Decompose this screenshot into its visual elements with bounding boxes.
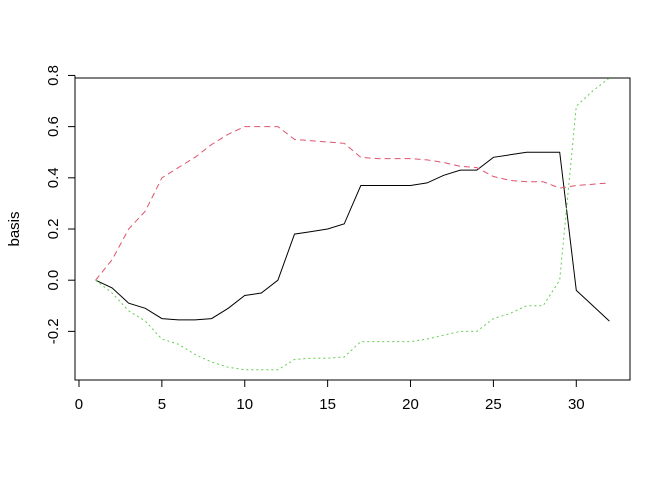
y-tick-label: 0.4: [45, 167, 62, 188]
y-tick-label: 0.2: [45, 219, 62, 240]
x-tick-label: 20: [402, 396, 419, 413]
x-axis: 0 5 10 15 20 25 30: [75, 379, 585, 413]
y-tick-label: 0.8: [45, 65, 62, 86]
plot-box: [74, 77, 631, 381]
y-tick-label: -0.2: [45, 318, 62, 344]
y-axis-label: basis: [6, 211, 23, 246]
x-tick-label: 15: [319, 396, 336, 413]
x-tick-label: 10: [236, 396, 253, 413]
series-line-3: [95, 77, 610, 371]
series-layer: [95, 77, 610, 371]
x-tick-label: 5: [158, 396, 166, 413]
y-tick-label: 0.0: [45, 270, 62, 291]
x-tick-label: 25: [485, 396, 502, 413]
series-line-1: [95, 151, 610, 322]
x-tick-label: 0: [75, 396, 83, 413]
y-axis: -0.2 0.0 0.2 0.4 0.6 0.8: [45, 65, 76, 344]
x-tick-label: 30: [568, 396, 585, 413]
y-tick-label: 0.6: [45, 116, 62, 137]
series-line-2: [95, 126, 610, 281]
